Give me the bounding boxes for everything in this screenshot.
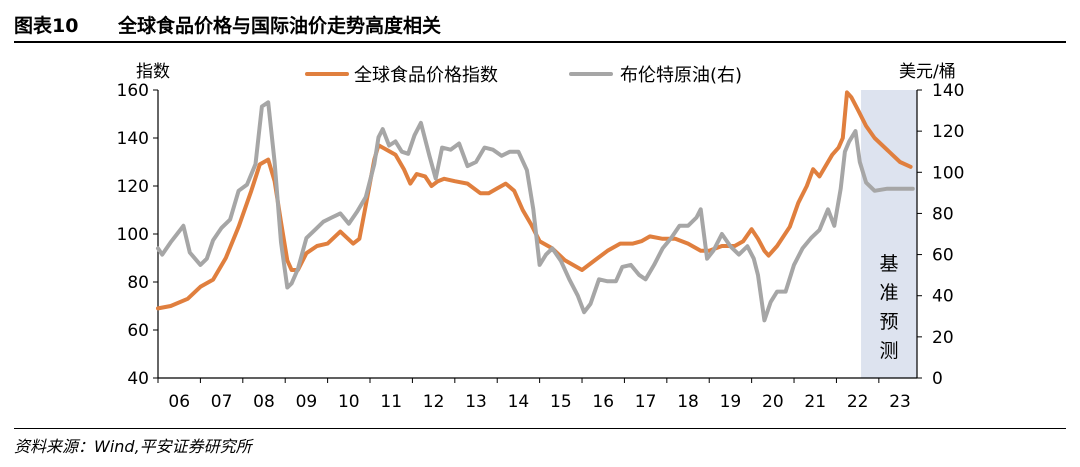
- legend-label: 全球食品价格指数: [354, 65, 498, 86]
- right-tick-label: 60: [932, 246, 954, 266]
- series-line-food-price-index: [156, 90, 913, 311]
- left-tick-label: 60: [127, 321, 149, 341]
- x-tick-label: 23: [889, 392, 911, 412]
- right-tick-label: 140: [932, 81, 964, 101]
- x-tick-label: 10: [338, 392, 360, 412]
- x-tick-label: 19: [720, 392, 742, 412]
- x-tick-label: 15: [550, 392, 572, 412]
- x-tick-label: 09: [296, 392, 318, 412]
- x-tick-label: 13: [465, 392, 487, 412]
- left-tick-label: 160: [117, 81, 149, 101]
- series-lines: [156, 90, 915, 323]
- left-tick-label: 80: [127, 273, 149, 293]
- left-axis-ticks: 40 60 80 100 120 140 160: [117, 81, 158, 389]
- x-tick-label: 20: [762, 392, 784, 412]
- right-tick-label: 0: [932, 369, 943, 389]
- forecast-label-char: 基: [880, 253, 899, 275]
- x-tick-label: 08: [253, 392, 275, 412]
- x-tick-label: 07: [211, 392, 233, 412]
- forecast-label-char: 准: [880, 282, 899, 304]
- x-tick-label: 11: [380, 392, 402, 412]
- left-tick-label: 100: [117, 225, 149, 245]
- x-tick-label: 18: [677, 392, 699, 412]
- source-note: 资料来源：Wind,平安证券研究所: [14, 437, 252, 456]
- x-tick-label: 21: [804, 392, 826, 412]
- x-tick-label: 22: [847, 392, 869, 412]
- x-tick-label: 16: [592, 392, 614, 412]
- figure-title: 全球食品价格与国际油价走势高度相关: [118, 15, 442, 37]
- left-tick-label: 120: [117, 177, 149, 197]
- right-tick-label: 40: [932, 287, 954, 307]
- header-rule: [14, 41, 1066, 43]
- x-tick-label: 12: [423, 392, 445, 412]
- forecast-label-char: 测: [880, 340, 899, 362]
- footer-rule: [14, 428, 1066, 429]
- right-tick-label: 100: [932, 163, 964, 183]
- figure-label: 图表10: [14, 15, 79, 37]
- right-tick-label: 120: [932, 122, 964, 142]
- right-tick-label: 80: [932, 204, 954, 224]
- right-axis-title: 美元/桶: [899, 62, 956, 82]
- legend: 全球食品价格指数 布伦特原油(右): [305, 65, 742, 86]
- x-tick-label: 06: [168, 392, 190, 412]
- x-axis-ticks: 06 07 08 09 10 11 12 13 14 15 16 17 18 19 20 21 22 23: [157, 378, 911, 412]
- left-tick-label: 40: [127, 369, 149, 389]
- forecast-label-char: 预: [880, 311, 899, 333]
- figure-header: 图表10 全球食品价格与国际油价走势高度相关: [14, 7, 1066, 41]
- series-line-brent-oil: [156, 100, 915, 323]
- left-tick-label: 140: [117, 129, 149, 149]
- x-tick-label: 14: [508, 392, 530, 412]
- right-axis-ticks: 0 20 40 60 80 100 120 140: [917, 81, 964, 389]
- x-tick-label: 17: [635, 392, 657, 412]
- forecast-shaded-region: [861, 90, 917, 378]
- legend-label: 布伦特原油(右): [620, 65, 742, 86]
- left-axis-title: 指数: [136, 62, 170, 82]
- right-tick-label: 20: [932, 328, 954, 348]
